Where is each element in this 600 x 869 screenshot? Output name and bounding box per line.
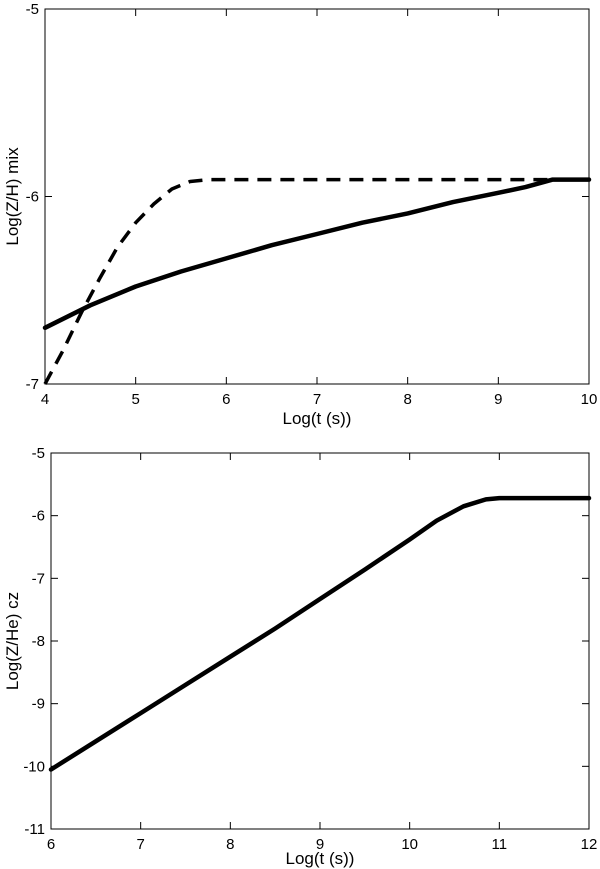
x-tick-label: 6	[222, 391, 230, 408]
x-tick-label: 5	[131, 391, 139, 408]
plot-frame	[50, 452, 590, 830]
plot-frame	[44, 8, 590, 385]
x-tick-label: 10	[581, 391, 598, 408]
x-tick-label: 11	[492, 836, 508, 853]
chart-panel-1: 4 5 6 7 8 9 10 -7 -6 -5 Log(t (s)) Log(Z/H) mix	[3, 1, 597, 428]
x-tick-label: 8	[226, 836, 234, 853]
y-axis-title: Log(Z/H) mix	[3, 147, 22, 246]
x-tick-label: 10	[401, 836, 418, 853]
y-tick-label: -9	[32, 696, 45, 713]
x-tick-label: 6	[47, 836, 55, 853]
solid-series-line	[42, 177, 592, 331]
x-tick-label: 9	[316, 836, 324, 853]
x-tick-label: 8	[403, 391, 411, 408]
x-tick-label: 4	[41, 391, 49, 408]
y-tick-label: -10	[23, 758, 45, 775]
x-axis-title: Log(t (s))	[286, 849, 355, 868]
chart-panel-2: 6 7 8 9 10 11 12 -11 -10 -9 -8 -7 -6 -5 Log(t (s)) Log(…	[3, 445, 597, 868]
x-tick-label: 7	[313, 391, 321, 408]
y-tick-label: -7	[26, 376, 39, 393]
y-tick-label: -7	[32, 570, 45, 587]
y-tick-label: -5	[32, 445, 45, 462]
x-tick-label: 12	[581, 836, 598, 853]
y-axis-title: Log(Z/He) cz	[3, 592, 22, 690]
x-axis-title: Log(t (s))	[283, 409, 352, 428]
y-tick-label: -8	[32, 633, 45, 650]
solid-series-line	[48, 495, 592, 772]
x-tick-label: 9	[494, 391, 502, 408]
x-tick-label: 7	[136, 836, 144, 853]
dashed-series-line	[43, 177, 589, 385]
y-tick-label: -6	[32, 508, 45, 525]
y-tick-label: -11	[24, 821, 45, 838]
y-tick-label: -6	[26, 189, 39, 206]
y-tick-label: -5	[26, 1, 39, 18]
